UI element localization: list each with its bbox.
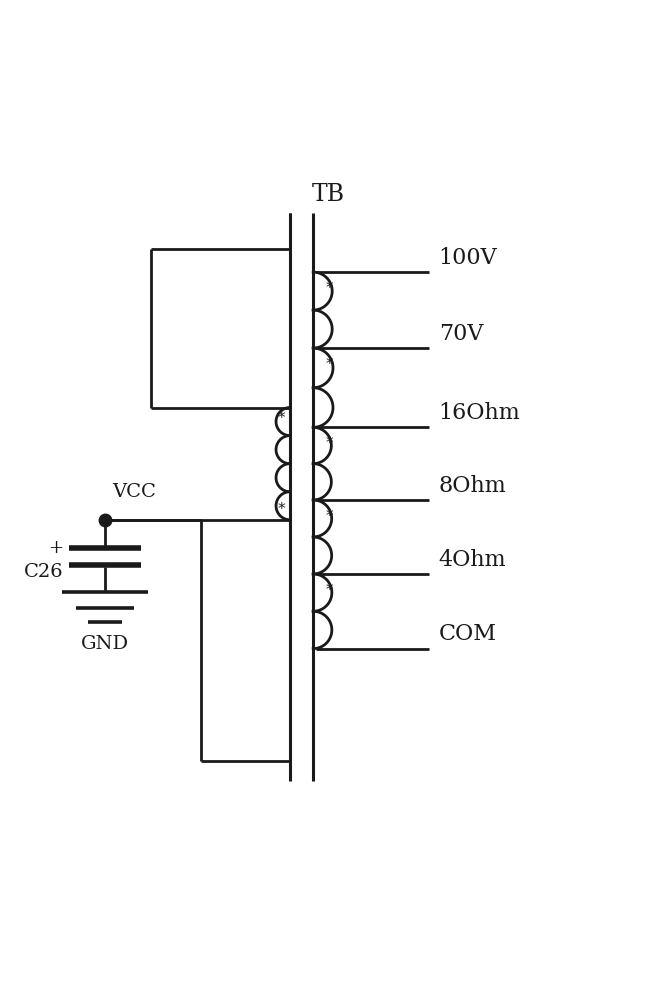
Text: C26: C26 <box>24 563 63 581</box>
Text: 8Ohm: 8Ohm <box>439 475 506 497</box>
Text: *: * <box>325 357 333 372</box>
Text: *: * <box>325 583 333 598</box>
Text: *: * <box>325 509 333 524</box>
Text: *: * <box>325 436 333 451</box>
Text: *: * <box>325 281 333 296</box>
Text: GND: GND <box>81 635 129 653</box>
Text: 16Ohm: 16Ohm <box>439 402 520 424</box>
Text: *: * <box>277 411 285 426</box>
Text: TB: TB <box>312 183 344 206</box>
Text: *: * <box>277 502 285 517</box>
Text: VCC: VCC <box>112 483 156 501</box>
Text: 100V: 100V <box>439 247 498 269</box>
Text: +: + <box>49 539 63 557</box>
Text: COM: COM <box>439 623 497 645</box>
Text: 4Ohm: 4Ohm <box>439 549 506 571</box>
Text: 70V: 70V <box>439 323 483 345</box>
